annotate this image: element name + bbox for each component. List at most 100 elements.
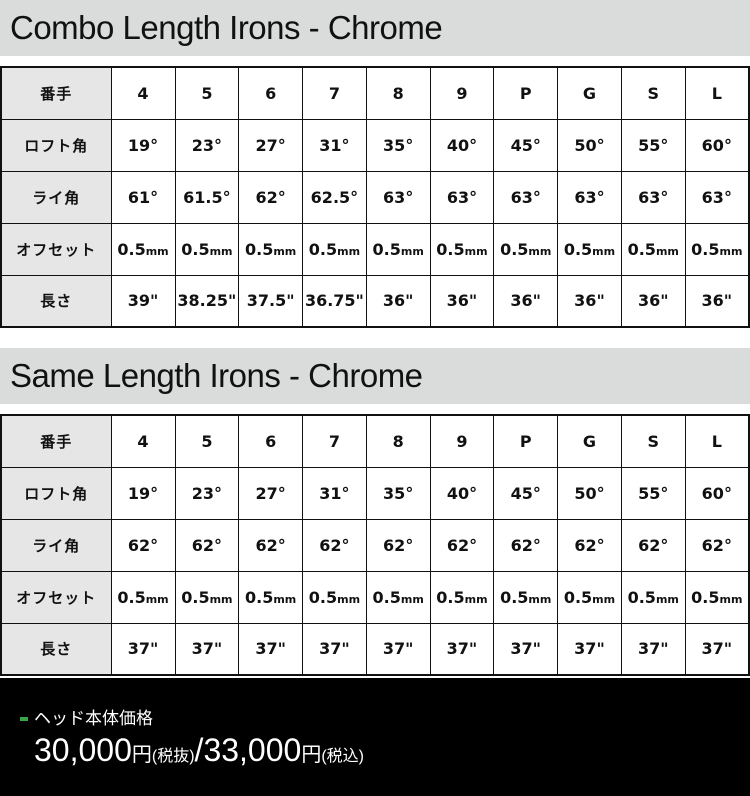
- table-cell: 62°: [238, 518, 304, 572]
- row-header: ロフト角: [0, 466, 112, 520]
- table-row: 番手 4 5 6 7 8 9 P G S L: [0, 66, 750, 120]
- table-cell: 7: [302, 414, 367, 468]
- cell-value: 0.5: [627, 239, 656, 259]
- cell-value: 0.5: [372, 587, 401, 607]
- cell-value: 8: [392, 83, 404, 103]
- table-cell: 62°: [557, 518, 622, 572]
- cell-unit: mm: [273, 592, 297, 606]
- table-cell: 0.5mm: [365, 222, 431, 276]
- yen-unit: 円: [301, 744, 322, 766]
- table-row: 長さ 39" 38.25" 37.5" 36.75" 36" 36" 36" 36" 36" 36": [0, 274, 750, 328]
- cell-value: 0.5: [245, 239, 274, 259]
- table-cell: 37": [429, 622, 495, 676]
- price-incl: 33,000: [203, 732, 302, 768]
- section-title: Combo Length Irons - Chrome: [10, 9, 443, 46]
- table-cell: 60°: [684, 118, 750, 172]
- separator: /: [194, 732, 204, 768]
- table-cell: 0.5mm: [302, 570, 367, 624]
- cell-value: 63°: [638, 187, 669, 207]
- table-cell: 62°: [238, 170, 304, 224]
- table-row: オフセット 0.5mm 0.5mm 0.5mm 0.5mm 0.5mm 0.5mm 0.5mm…: [0, 222, 750, 276]
- table-cell: 0.5mm: [174, 222, 240, 276]
- row-header: オフセット: [0, 570, 112, 624]
- price-footer: ヘッド本体価格 30,000円(税抜)/33,000円(税込): [0, 678, 750, 796]
- table-cell: 36": [557, 274, 622, 328]
- table-cell: 37": [302, 622, 367, 676]
- row-header: 番手: [0, 414, 112, 468]
- cell-value: 62°: [701, 535, 732, 555]
- combo-spec-table: 番手 4 5 6 7 8 9 P G S L ロフト角 19° 23° 27° 31° 35° 40° 45° 50°…: [0, 66, 750, 328]
- table-cell: 62°: [493, 518, 559, 572]
- table-cell: 37": [493, 622, 559, 676]
- table-cell: 37": [174, 622, 240, 676]
- table-cell: 62.5°: [302, 170, 367, 224]
- table-cell: 63°: [684, 170, 750, 224]
- cell-value: 4: [137, 83, 149, 103]
- table-cell: 4: [110, 66, 176, 120]
- excl-note: (税抜): [151, 748, 195, 765]
- cell-value: 0.5: [117, 587, 146, 607]
- table-cell: 36": [365, 274, 431, 328]
- table-cell: 36": [429, 274, 495, 328]
- table-cell: 63°: [620, 170, 686, 224]
- row-header: 番手: [0, 66, 112, 120]
- cell-unit: mm: [337, 592, 361, 606]
- cell-value: P: [519, 83, 532, 103]
- table-cell: P: [493, 66, 559, 120]
- cell-value: 36": [510, 291, 542, 311]
- table-cell: 62°: [174, 518, 240, 572]
- cell-value: 0.5: [308, 239, 338, 259]
- cell-value: 31°: [319, 483, 350, 503]
- cell-value: 63°: [701, 187, 732, 207]
- cell-value: 36": [446, 291, 478, 311]
- cell-unit: mm: [655, 592, 679, 606]
- cell-unit: mm: [145, 244, 169, 258]
- price-label-row: ヘッド本体価格: [20, 704, 153, 729]
- table-cell: 63°: [557, 170, 622, 224]
- cell-value: 50°: [574, 483, 605, 503]
- table-row: オフセット 0.5mm 0.5mm 0.5mm 0.5mm 0.5mm 0.5mm 0.5mm…: [0, 570, 750, 624]
- table-cell: 40°: [429, 466, 495, 520]
- cell-value: 37": [701, 639, 733, 659]
- cell-value: 35°: [383, 483, 414, 503]
- cell-value: 55°: [638, 135, 669, 155]
- cell-value: 0.5: [308, 587, 338, 607]
- cell-value: 0.5: [691, 239, 720, 259]
- table-cell: 27°: [238, 118, 304, 172]
- dash-icon: [20, 717, 28, 721]
- table-cell: 35°: [365, 118, 431, 172]
- table-cell: 62°: [365, 518, 431, 572]
- table-cell: 0.5mm: [684, 222, 750, 276]
- cell-unit: mm: [464, 244, 488, 258]
- row-header: 長さ: [0, 274, 112, 328]
- table-cell: 0.5mm: [238, 222, 304, 276]
- table-cell: 5: [174, 66, 240, 120]
- table-cell: 62°: [302, 518, 367, 572]
- cell-value: 37": [319, 639, 350, 659]
- cell-unit: mm: [592, 592, 616, 606]
- cell-value: 0.5: [117, 239, 146, 259]
- table-cell: 7: [302, 66, 367, 120]
- cell-value: 5: [201, 431, 213, 451]
- cell-value: 62°: [319, 535, 350, 555]
- cell-unit: mm: [719, 592, 743, 606]
- cell-unit: mm: [337, 244, 361, 258]
- row-header: ロフト角: [0, 118, 112, 172]
- cell-value: 37": [127, 639, 159, 659]
- cell-value: 50°: [574, 135, 605, 155]
- cell-value: 61°: [127, 187, 159, 207]
- cell-unit: mm: [528, 592, 552, 606]
- table-cell: 0.5mm: [493, 570, 559, 624]
- cell-value: S: [647, 431, 659, 451]
- row-header: オフセット: [0, 222, 112, 276]
- cell-value: 6: [265, 431, 277, 451]
- cell-value: 63°: [383, 187, 414, 207]
- table-cell: 19°: [110, 118, 176, 172]
- table-cell: 36": [620, 274, 686, 328]
- table-cell: 37": [238, 622, 304, 676]
- cell-value: 0.5: [436, 239, 465, 259]
- cell-value: 40°: [446, 483, 478, 503]
- row-header: ライ角: [0, 518, 112, 572]
- cell-value: 0.5: [436, 587, 465, 607]
- cell-value: 6: [265, 83, 277, 103]
